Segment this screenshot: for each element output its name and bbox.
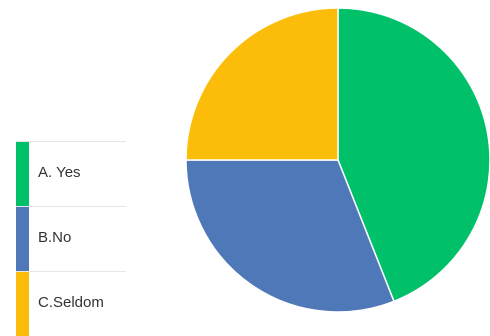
pie-slice-no [185, 159, 395, 313]
pie-slice-yes [337, 7, 490, 303]
legend-label-no: B.No [38, 229, 72, 246]
legend-label-seldom: C.Seldom [38, 294, 104, 311]
legend-swatch-seldom [16, 272, 29, 336]
legend-item-yes: A. Yes [16, 141, 126, 206]
pie-slice-seldom [185, 7, 339, 161]
legend-item-seldom: C.Seldom [16, 271, 126, 336]
legend-label-yes: A. Yes [38, 164, 81, 181]
legend-swatch-no [16, 207, 29, 271]
legend-item-no: B.No [16, 206, 126, 271]
legend: A. Yes B.No C.Seldom [16, 141, 126, 336]
legend-swatch-yes [16, 142, 29, 206]
